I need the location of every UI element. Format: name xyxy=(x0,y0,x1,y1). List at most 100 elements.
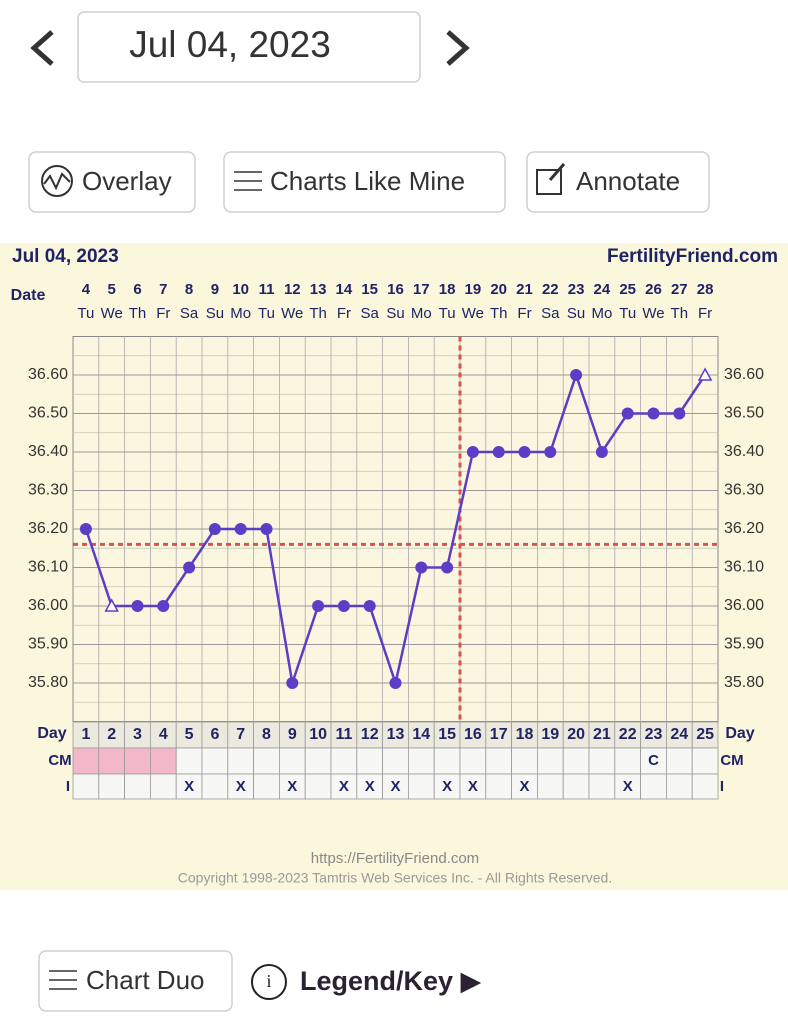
day-cell xyxy=(537,721,564,749)
info-icon[interactable] xyxy=(251,964,287,1000)
date-label: 4 xyxy=(82,281,91,298)
marker xyxy=(570,369,583,381)
weekday-label: Su xyxy=(386,305,404,322)
marker xyxy=(363,600,376,612)
day-number: 13 xyxy=(387,726,405,743)
day-cell xyxy=(72,721,100,749)
marker xyxy=(466,446,479,458)
day-cell xyxy=(304,721,332,749)
weekday-label: Th xyxy=(671,305,689,322)
overlay-button[interactable] xyxy=(28,151,196,213)
annotate-button[interactable] xyxy=(526,151,710,213)
weekday-label: Tu xyxy=(258,305,275,322)
marker xyxy=(673,407,686,420)
cm-cell xyxy=(459,747,487,775)
marker xyxy=(208,523,221,535)
i-cell xyxy=(201,773,229,800)
cm-cell xyxy=(227,747,255,775)
cm-cell xyxy=(511,747,538,775)
y-tick-label-right: 35.90 xyxy=(724,636,764,653)
weekday-label: We xyxy=(101,305,123,322)
copyright: Copyright 1998-2023 Tamtris Web Services… xyxy=(178,870,612,886)
day-cell xyxy=(98,721,126,749)
day-cell xyxy=(614,721,641,749)
day-number: 17 xyxy=(490,726,508,743)
marker xyxy=(595,446,608,458)
cm-cell xyxy=(562,747,590,775)
i-cell xyxy=(175,773,203,800)
date-label: 11 xyxy=(259,281,275,298)
cm-cell xyxy=(149,747,177,775)
marker xyxy=(389,677,402,689)
date-label: Date xyxy=(11,287,46,304)
chart-plot: 35.80 35.80 35.90 35.90 36.00 36.00 36.10 36.10… xyxy=(28,281,764,800)
weekday-label: Su xyxy=(567,305,585,322)
i-value: X xyxy=(519,778,529,795)
weekday-label: Sa xyxy=(361,305,380,322)
charts-like-mine-button[interactable] xyxy=(223,151,506,213)
i-cell xyxy=(614,773,641,800)
day-cell xyxy=(588,721,616,749)
footer-url: https://FertilityFriend.com xyxy=(311,850,479,867)
i-cell xyxy=(382,773,409,800)
day-number: 19 xyxy=(541,726,559,743)
date-label: 24 xyxy=(594,281,611,298)
date-label: 28 xyxy=(697,281,714,298)
date-label: 21 xyxy=(516,281,533,298)
i-cell xyxy=(511,773,538,800)
marker xyxy=(492,446,505,458)
date-label: 12 xyxy=(284,281,301,298)
i-cell xyxy=(537,773,564,800)
cm-cell xyxy=(588,747,616,775)
y-tick-label-right: 36.60 xyxy=(724,366,764,383)
weekday-label: Fr xyxy=(698,305,712,322)
marker xyxy=(647,407,660,420)
weekday-label: Su xyxy=(206,305,224,322)
day-number: 20 xyxy=(567,726,585,743)
weekday-label: We xyxy=(281,305,303,322)
i-cell xyxy=(356,773,383,800)
date-label: 26 xyxy=(645,281,662,298)
overlay-icon-wave xyxy=(43,172,71,191)
day-number: 18 xyxy=(516,726,534,743)
date-label: 17 xyxy=(413,281,430,298)
cm-cell xyxy=(175,747,203,775)
annotate-icon-pen xyxy=(548,163,566,181)
prev-arrow[interactable] xyxy=(30,30,54,66)
i-cell xyxy=(407,773,435,800)
i-label: I xyxy=(720,778,724,795)
cm-cell xyxy=(304,747,332,775)
cm-cell xyxy=(433,747,461,775)
next-arrow[interactable] xyxy=(446,30,470,66)
marker xyxy=(312,600,325,612)
button-label: Overlay xyxy=(82,166,172,196)
i-value: X xyxy=(287,778,297,795)
y-tick-label: 35.90 xyxy=(28,636,68,653)
day-cell xyxy=(201,721,229,749)
legend-link[interactable]: Legend/Key ▶ xyxy=(300,966,482,996)
date-label: 22 xyxy=(542,281,559,298)
cm-cell xyxy=(485,747,512,775)
i-cell xyxy=(124,773,151,800)
i-cell xyxy=(330,773,358,800)
i-value: X xyxy=(390,778,400,795)
weekday-label: Fr xyxy=(156,305,170,322)
y-tick-label: 36.00 xyxy=(28,597,68,614)
i-cell xyxy=(98,773,126,800)
chart-duo-button[interactable] xyxy=(38,950,233,1012)
cm-label: CM xyxy=(720,752,743,769)
date-box[interactable] xyxy=(77,11,421,83)
day-number: 16 xyxy=(464,726,482,743)
marker xyxy=(518,446,531,458)
day-number: 14 xyxy=(412,726,430,743)
y-tick-label-right: 36.00 xyxy=(724,597,764,614)
weekday-label: Mo xyxy=(230,305,251,322)
i-value: X xyxy=(339,778,349,795)
button-label: Charts Like Mine xyxy=(270,166,465,196)
i-value: X xyxy=(442,778,452,795)
weekday-label: We xyxy=(462,305,484,322)
weekday-label: We xyxy=(642,305,664,322)
cm-cell xyxy=(124,747,151,775)
i-cell xyxy=(278,773,306,800)
